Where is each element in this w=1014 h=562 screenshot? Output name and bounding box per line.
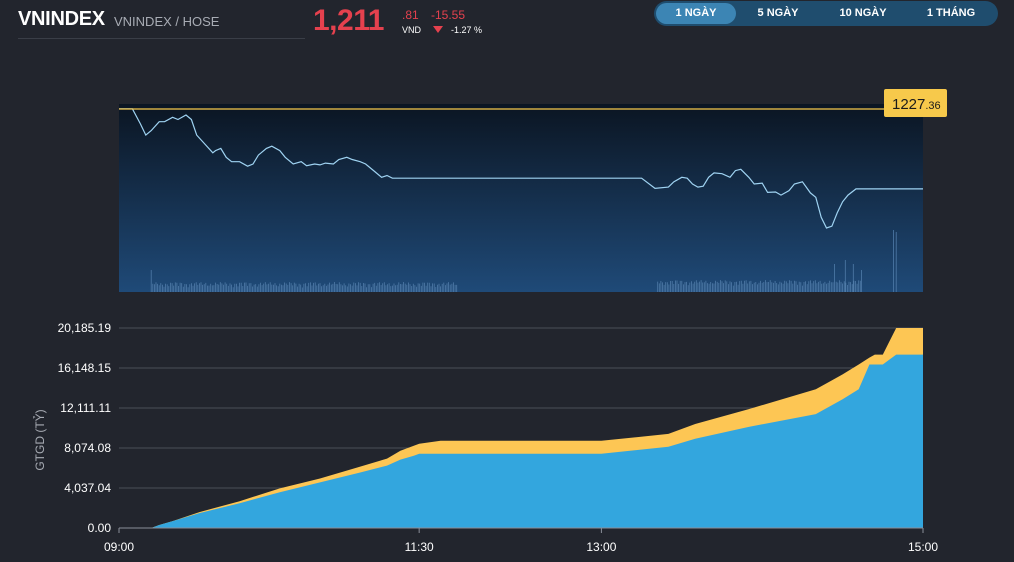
value-axis-title: GTGD (TỶ) xyxy=(32,409,47,470)
down-arrow-icon xyxy=(433,26,443,33)
tab-5-days[interactable]: 5 NGÀY xyxy=(757,7,799,19)
price-panel-background xyxy=(119,104,923,292)
index-name: VNINDEX xyxy=(18,8,105,30)
price-line xyxy=(119,108,923,229)
value-y-tick-label: 12,111.11 xyxy=(60,401,111,415)
tab-1-day[interactable]: 1 NGÀY xyxy=(656,3,736,24)
value-y-tick-label: 0.00 xyxy=(88,521,112,535)
time-axis-label: 15:00 xyxy=(908,540,938,554)
reference-label: 1227.36 xyxy=(892,96,941,113)
cumulative-value-area xyxy=(119,354,923,528)
tab-10-days[interactable]: 10 NGÀY xyxy=(839,7,887,19)
reference-label-dec: .36 xyxy=(925,100,940,112)
index-header: VNINDEX VNINDEX / HOSE xyxy=(18,6,305,39)
price-unit: VND xyxy=(402,25,422,35)
value-y-tick-label: 8,074.08 xyxy=(64,441,111,455)
time-axis-label: 13:00 xyxy=(586,540,616,554)
value-y-tick-label: 4,037.04 xyxy=(64,481,111,495)
price-decimal: .81 xyxy=(402,8,419,22)
tab-1-month[interactable]: 1 THÁNG xyxy=(926,7,976,19)
price-volume-bars xyxy=(150,230,897,292)
value-y-tick-label: 20,185.19 xyxy=(58,321,112,335)
price-change-percent: -1.27 % xyxy=(451,25,483,35)
index-exchange: VNINDEX / HOSE xyxy=(114,14,220,29)
time-range-tabs: 1 NGÀY 5 NGÀY 10 NGÀY 1 THÁNG xyxy=(654,1,998,26)
reference-label-box xyxy=(884,89,947,117)
price-change: -15.55 xyxy=(431,8,466,22)
reference-label-int: 1227 xyxy=(892,96,925,113)
value-y-tick-label: 16,148.15 xyxy=(58,361,112,375)
time-axis-label: 09:00 xyxy=(104,540,134,554)
price-integer: 1,211 xyxy=(313,4,384,37)
time-axis-label: 11:30 xyxy=(405,540,434,554)
